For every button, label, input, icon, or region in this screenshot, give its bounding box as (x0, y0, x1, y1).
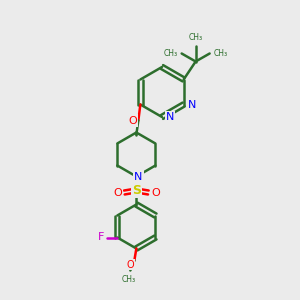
Text: O: O (113, 188, 122, 197)
Text: O: O (127, 260, 134, 269)
Text: S: S (132, 184, 141, 197)
Text: N: N (166, 112, 174, 122)
Text: N: N (134, 172, 142, 182)
Text: O: O (151, 188, 160, 197)
Text: CH₃: CH₃ (214, 49, 228, 58)
Text: N: N (188, 100, 196, 110)
Text: CH₃: CH₃ (189, 32, 203, 41)
Text: F: F (98, 232, 104, 242)
Text: CH₃: CH₃ (164, 49, 178, 58)
Text: CH₃: CH₃ (121, 274, 135, 284)
Text: O: O (128, 116, 137, 125)
